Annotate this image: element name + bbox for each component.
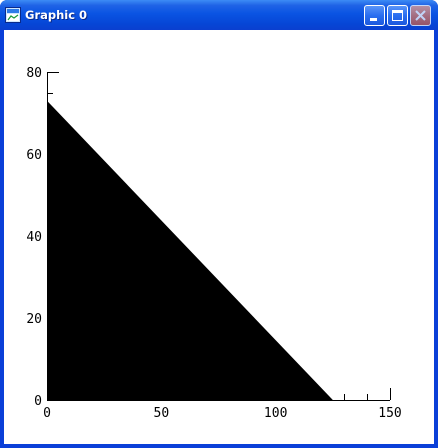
app-icon — [5, 7, 21, 23]
y-tick-label: 0 — [34, 394, 42, 409]
y-tick-label: 20 — [26, 312, 42, 327]
x-tick-label: 0 — [43, 406, 51, 421]
plot-area: 0 50 100 150 0 20 40 60 80 — [26, 66, 402, 421]
x-tick-label: 150 — [378, 406, 401, 421]
maximize-icon — [392, 10, 403, 21]
close-icon — [415, 10, 426, 21]
area-series — [47, 100, 333, 400]
title-bar[interactable]: Graphic 0 — [0, 0, 438, 30]
close-button[interactable] — [410, 5, 431, 26]
plot-canvas: 0 50 100 150 0 20 40 60 80 — [4, 30, 434, 444]
x-axis-tick-labels: 0 50 100 150 — [43, 406, 402, 421]
y-axis-tick-labels: 0 20 40 60 80 — [26, 66, 42, 409]
y-tick-label: 60 — [26, 148, 42, 163]
x-tick-label: 100 — [264, 406, 287, 421]
window-title: Graphic 0 — [25, 8, 88, 22]
x-tick-label: 50 — [154, 406, 170, 421]
y-tick-label: 40 — [26, 230, 42, 245]
maximize-button[interactable] — [387, 5, 408, 26]
y-tick-label: 80 — [26, 66, 42, 81]
y-axis-ticks — [47, 72, 59, 401]
x-axis-ticks — [47, 388, 391, 400]
minimize-icon — [370, 18, 377, 21]
minimize-button[interactable] — [364, 5, 385, 26]
